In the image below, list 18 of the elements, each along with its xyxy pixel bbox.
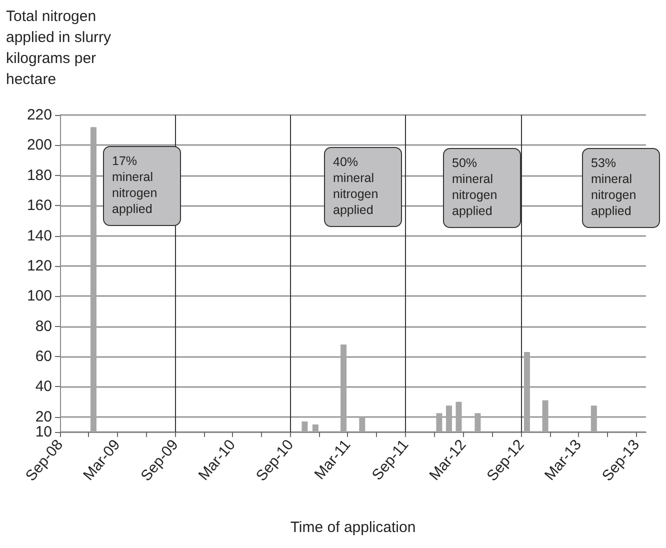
y-tick-label: 80 [35, 318, 52, 335]
y-tick-label: 180 [26, 166, 52, 184]
annotation: 17% mineral nitrogen applied [112, 154, 161, 216]
annotation: 40% mineral nitrogen applied [333, 155, 382, 217]
y-tick-label: 200 [26, 136, 52, 154]
annotation: 53% mineral nitrogen applied [591, 156, 640, 218]
y-tick-label: 10 [35, 424, 52, 440]
y-tick-label: 100 [26, 288, 52, 305]
y-tick-label: 120 [26, 257, 52, 274]
y-axis-title: Total nitrogen applied in slurry kilograms per hectare [6, 8, 112, 88]
y-tick-label: 40 [35, 378, 52, 396]
y-tick-label: 20 [35, 408, 52, 426]
x-axis-title: Time of application [290, 519, 416, 536]
y-tick-label: 60 [35, 348, 52, 366]
y-tick-label: 220 [26, 106, 52, 124]
y-tick-label: 140 [26, 227, 52, 244]
y-tick-label: 160 [26, 197, 52, 214]
annotation: 50% mineral nitrogen applied [452, 156, 501, 218]
